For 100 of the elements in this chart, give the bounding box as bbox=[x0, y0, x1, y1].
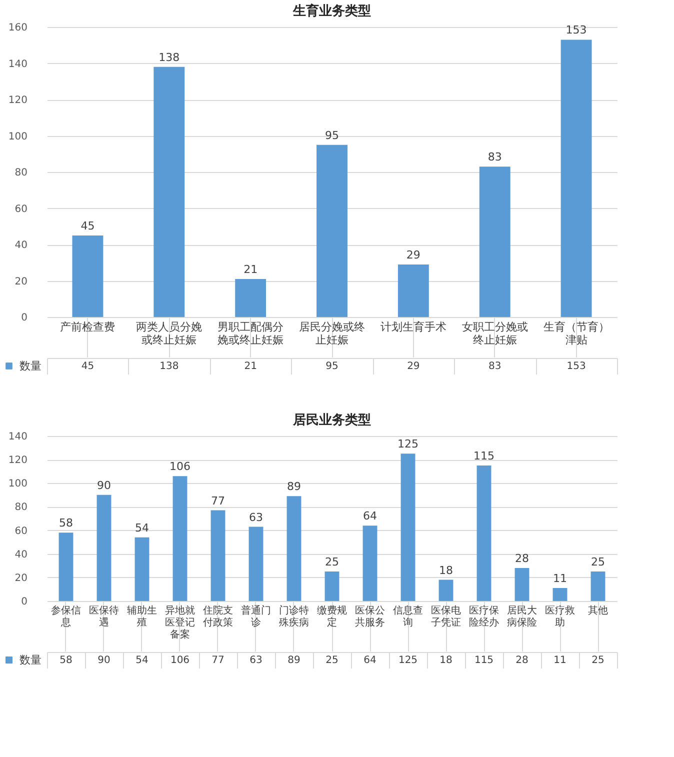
text: 83 bbox=[488, 150, 502, 164]
text: 77 bbox=[211, 494, 225, 508]
text: 64 bbox=[363, 510, 377, 523]
y-tick-label: 20 bbox=[14, 276, 28, 288]
data-label: 115 bbox=[474, 655, 494, 666]
text: 89 bbox=[287, 480, 301, 494]
y-tick-label: 140 bbox=[8, 432, 28, 442]
x-tick-label: 普通门诊 bbox=[241, 604, 271, 628]
bar bbox=[398, 264, 429, 317]
y-tick-label: 60 bbox=[14, 526, 28, 537]
text: 29 bbox=[406, 248, 420, 262]
data-label: 29 bbox=[407, 361, 420, 372]
data-label: 63 bbox=[250, 655, 262, 666]
bar bbox=[210, 510, 226, 601]
text: 11 bbox=[553, 572, 567, 586]
data-label: 54 bbox=[136, 655, 148, 666]
bar bbox=[590, 572, 606, 601]
y-tick-label: 140 bbox=[8, 58, 28, 70]
y-tick-label: 40 bbox=[14, 240, 28, 251]
chart-title: 居民业务类型 bbox=[292, 413, 371, 428]
bar bbox=[248, 526, 264, 601]
y-tick-label: 80 bbox=[14, 168, 28, 178]
y-tick-label: 120 bbox=[8, 455, 28, 466]
text: 95 bbox=[325, 128, 339, 142]
text: 54 bbox=[135, 521, 149, 534]
x-tick-label: 医保待遇 bbox=[89, 604, 119, 628]
text: 138 bbox=[158, 50, 180, 64]
y-tick-label: 80 bbox=[14, 502, 28, 514]
x-tick-label: 辅助生殖 bbox=[127, 604, 157, 628]
data-label: 58 bbox=[60, 655, 72, 666]
data-label: 28 bbox=[516, 655, 528, 666]
data-label: 106 bbox=[170, 655, 190, 666]
bar bbox=[58, 532, 74, 601]
bar bbox=[438, 580, 454, 601]
data-label: 153 bbox=[566, 361, 586, 372]
bar bbox=[172, 476, 188, 601]
y-tick-label: 60 bbox=[14, 204, 28, 215]
x-tick-label: 医疗保险经办 bbox=[469, 604, 499, 628]
x-tick-label: 计划生育手术 bbox=[380, 320, 446, 334]
text: 28 bbox=[515, 552, 529, 565]
y-tick-label: 40 bbox=[14, 549, 28, 560]
data-label: 89 bbox=[288, 655, 300, 666]
text: 106 bbox=[170, 460, 190, 474]
y-tick-label: 160 bbox=[8, 22, 28, 34]
data-label: 45 bbox=[81, 361, 94, 372]
chart-title: 生育业务类型 bbox=[292, 3, 371, 19]
text: 125 bbox=[398, 438, 418, 451]
bar bbox=[479, 166, 510, 317]
bar bbox=[286, 496, 302, 601]
text: 153 bbox=[566, 24, 587, 37]
x-tick-label: 产前检查费 bbox=[60, 320, 116, 334]
text: 21 bbox=[244, 262, 258, 276]
data-label: 64 bbox=[364, 655, 376, 666]
data-label: 77 bbox=[212, 655, 224, 666]
data-label: 21 bbox=[244, 361, 257, 372]
x-tick-label: 异地就医登记备案 bbox=[165, 604, 195, 640]
y-tick-label: 20 bbox=[14, 572, 28, 584]
x-tick-label: 生育（节育）津贴 bbox=[543, 320, 610, 346]
data-label: 11 bbox=[554, 655, 566, 666]
bar bbox=[96, 494, 112, 601]
y-tick-label: 100 bbox=[8, 478, 28, 490]
x-tick-label: 其他 bbox=[588, 604, 608, 616]
bar bbox=[154, 66, 185, 317]
data-label: 25 bbox=[326, 655, 338, 666]
data-label: 90 bbox=[98, 655, 110, 666]
bar bbox=[560, 40, 592, 317]
text: 18 bbox=[439, 564, 453, 577]
x-tick-label: 男职工配偶分娩或终止妊娠 bbox=[218, 320, 284, 346]
data-label: 138 bbox=[160, 361, 179, 372]
bar bbox=[72, 235, 104, 317]
x-tick-label: 居民大病保险 bbox=[507, 604, 537, 628]
x-tick-label: 医疗救助 bbox=[545, 604, 575, 628]
bar bbox=[235, 278, 266, 317]
data-label: 18 bbox=[440, 655, 452, 666]
y-tick-label: 0 bbox=[21, 312, 28, 324]
legend-label: 数量 bbox=[20, 360, 42, 372]
text: 63 bbox=[249, 510, 263, 524]
bar bbox=[134, 537, 150, 601]
x-tick-label: 女职工分娩或终止妊娠 bbox=[462, 320, 528, 346]
data-label: 95 bbox=[326, 361, 338, 372]
text: 25 bbox=[325, 556, 339, 569]
bar bbox=[316, 144, 348, 317]
data-label: 83 bbox=[488, 361, 502, 372]
text: 115 bbox=[474, 449, 494, 462]
x-tick-label: 医保公共服务 bbox=[355, 604, 385, 628]
data-label: 125 bbox=[398, 655, 418, 666]
y-tick-label: 120 bbox=[8, 95, 28, 106]
x-tick-label: 医保电子凭证 bbox=[431, 604, 461, 628]
bar bbox=[362, 526, 378, 601]
text: 45 bbox=[80, 219, 95, 232]
y-tick-label: 100 bbox=[8, 131, 28, 142]
x-tick-label: 居民分娩或终止妊娠 bbox=[299, 320, 365, 346]
x-tick-label: 门诊特殊疾病 bbox=[279, 604, 309, 628]
bar bbox=[400, 454, 416, 601]
legend-label: 数量 bbox=[20, 654, 42, 666]
text: 25 bbox=[591, 556, 605, 569]
data-label: 25 bbox=[592, 655, 604, 666]
x-tick-label: 缴费规定 bbox=[317, 604, 347, 628]
x-tick-label: 住院支付政策 bbox=[203, 604, 233, 628]
bar bbox=[324, 572, 340, 601]
